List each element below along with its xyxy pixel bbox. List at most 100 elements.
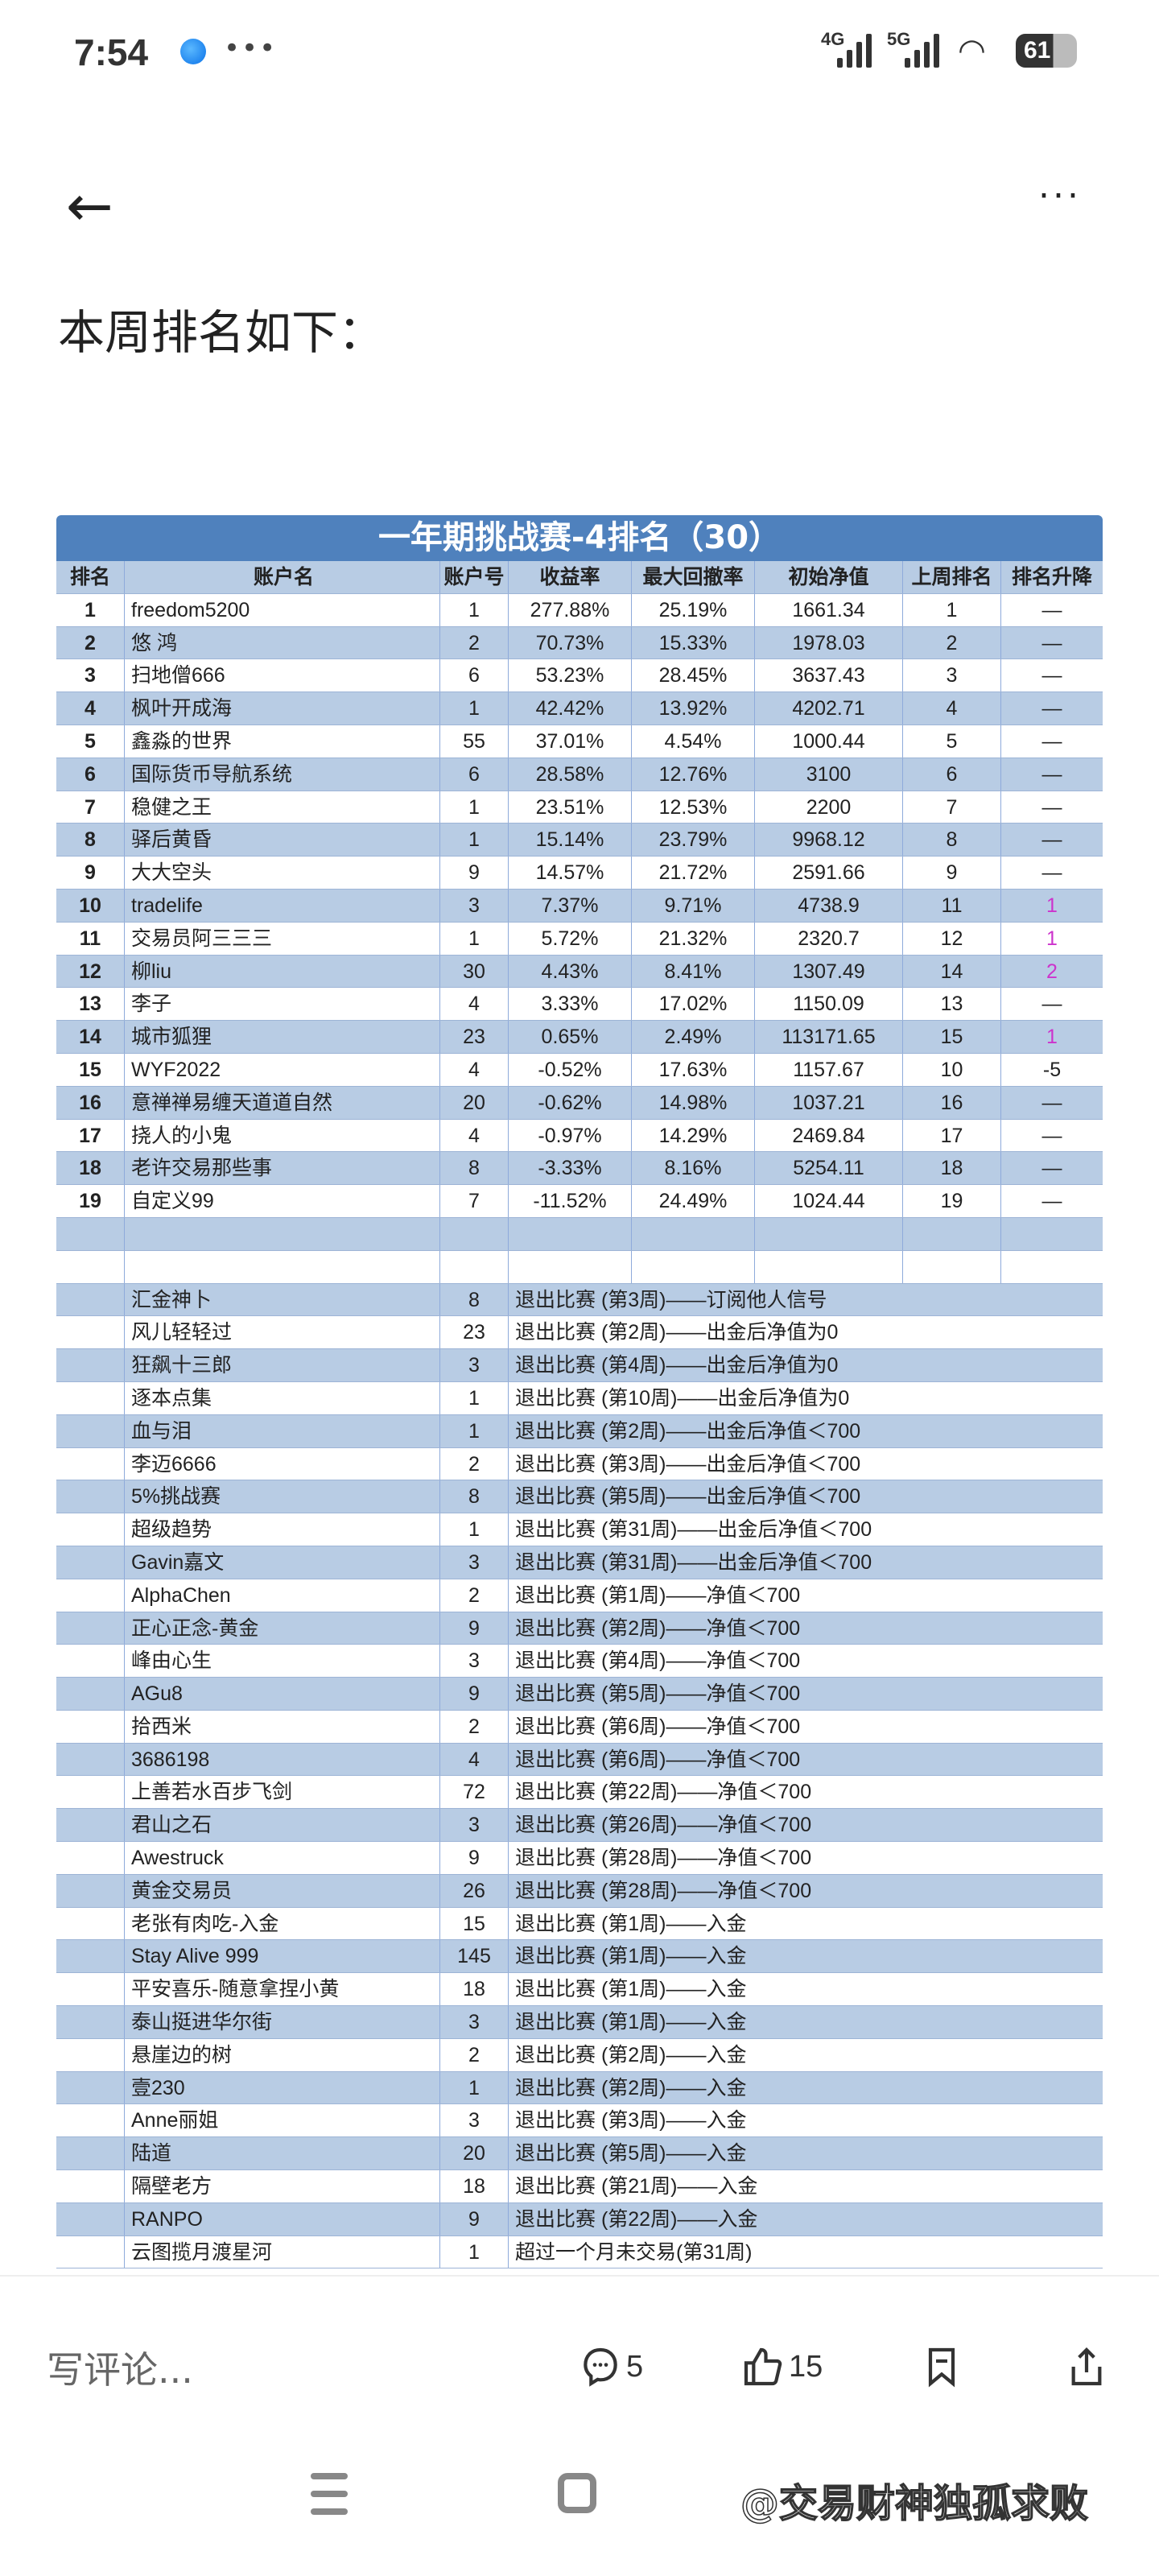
cell-max-drawdown: 28.45% — [632, 659, 755, 692]
cell-account-no: 4 — [440, 988, 509, 1021]
cell-max-drawdown: 12.53% — [632, 791, 755, 824]
cell-account-no: 18 — [440, 1973, 509, 2006]
cell-exit-reason: 退出比赛 (第26周)——净值＜700 — [515, 1814, 812, 1837]
exited-row: 汇金神卜 8 退出比赛 (第3周)——订阅他人信号 — [56, 1283, 1103, 1317]
cell-rank-change: — — [1041, 598, 1062, 621]
empty-cell — [56, 2137, 125, 2170]
exited-row: 血与泪 1 退出比赛 (第2周)——出金后净值＜700 — [56, 1414, 1103, 1448]
cell-rank-change: — — [1041, 1157, 1062, 1180]
table-row: 12 柳liu 30 4.43% 8.41% 1307.49 14 2 — [56, 955, 1103, 989]
recent-apps-icon[interactable] — [311, 2473, 348, 2526]
empty-row — [56, 1250, 1103, 1284]
cell-account-no: 18 — [440, 2170, 509, 2202]
post-heading: 本周排名如下： — [58, 305, 386, 360]
empty-cell — [56, 1414, 125, 1447]
clock: 7:54 — [74, 31, 149, 73]
home-icon[interactable] — [558, 2473, 596, 2513]
cell-exit-reason: 退出比赛 (第1周)——入金 — [515, 1912, 747, 1935]
empty-cell — [56, 2170, 125, 2202]
empty-cell — [56, 1447, 125, 1480]
cell-account-name: 老许交易那些事 — [125, 1152, 440, 1185]
empty-cell — [56, 1513, 125, 1546]
back-arrow-icon[interactable]: ← — [66, 173, 113, 239]
cell-account-name: 泰山挺进华尔街 — [125, 2006, 440, 2038]
cell-rank-change: 1 — [1046, 1026, 1058, 1049]
cell-exit-reason: 退出比赛 (第5周)——净值＜700 — [515, 1682, 801, 1706]
cell-rank-change: — — [1041, 795, 1062, 819]
cell-account-name: Gavin嘉文 — [125, 1546, 440, 1579]
share-button[interactable] — [1064, 2344, 1109, 2389]
cell-rank-change: 1 — [1046, 894, 1058, 917]
table-row: 19 自定义99 7 -11.52% 24.49% 1024.44 19— — [56, 1185, 1103, 1218]
cell-return-rate: 4.43% — [509, 955, 632, 988]
cell-rank-change: — — [1041, 1190, 1062, 1213]
cell-rank: 13 — [56, 988, 125, 1021]
exited-row: 峰由心生 3 退出比赛 (第4周)——净值＜700 — [56, 1645, 1103, 1678]
bookmark-button[interactable] — [919, 2344, 964, 2389]
cell-exit-reason: 退出比赛 (第21周)——入金 — [515, 2175, 758, 2198]
table-row: 17 挠人的小鬼 4 -0.97% 14.29% 2469.84 17— — [56, 1119, 1103, 1153]
cell-account-name: 血与泪 — [125, 1414, 440, 1447]
cell-return-rate: -0.97% — [509, 1119, 632, 1152]
empty-cell — [903, 1250, 1001, 1283]
system-nav-bar: @交易财神独孤求败 — [0, 2455, 1159, 2536]
cell-rank: 3 — [56, 659, 125, 692]
cell-last-week-rank: 6 — [903, 758, 1001, 791]
cell-return-rate: 70.73% — [509, 626, 632, 659]
cell-account-name: 正心正念-黄金 — [125, 1612, 440, 1645]
cell-account-no: 7 — [440, 1185, 509, 1217]
cell-account-no: 9 — [440, 1678, 509, 1710]
exited-row: 上善若水百步飞剑 72 退出比赛 (第22周)——净值＜700 — [56, 1776, 1103, 1810]
cell-last-week-rank: 2 — [903, 626, 1001, 659]
cell-account-no: 23 — [440, 1316, 509, 1349]
exited-row: 超级趋势 1 退出比赛 (第31周)——出金后净值＜700 — [56, 1513, 1103, 1546]
more-options-icon[interactable]: ··· — [1038, 175, 1082, 217]
cell-initial-nav: 5254.11 — [755, 1152, 903, 1185]
empty-cell — [56, 2235, 125, 2268]
cell-account-no: 2 — [440, 1579, 509, 1612]
exited-row: 悬崖边的树 2 退出比赛 (第2周)——入金 — [56, 2038, 1103, 2072]
cell-account-name: 自定义99 — [125, 1185, 440, 1217]
exited-row: 拾西米 2 退出比赛 (第6周)——净值＜700 — [56, 1710, 1103, 1744]
empty-cell — [56, 1579, 125, 1612]
table-row: 14 城市狐狸 23 0.65% 2.49% 113171.65 15 1 — [56, 1021, 1103, 1054]
cell-account-name: Anne丽姐 — [125, 2104, 440, 2137]
cell-exit-reason: 退出比赛 (第28周)——净值＜700 — [515, 1847, 812, 1870]
empty-cell — [56, 1940, 125, 1973]
like-button[interactable]: 15 — [740, 2344, 823, 2389]
exited-row: Awestruck 9 退出比赛 (第28周)——净值＜700 — [56, 1842, 1103, 1875]
write-comment-input[interactable]: 写评论... — [47, 2348, 193, 2392]
cell-exit-reason: 退出比赛 (第31周)——出金后净值＜700 — [515, 1518, 872, 1542]
cell-account-name: 上善若水百步飞剑 — [125, 1776, 440, 1809]
cell-account-name: 陆道 — [125, 2137, 440, 2170]
cell-account-no: 3 — [440, 2104, 509, 2137]
exited-row: 陆道 20 退出比赛 (第5周)——入金 — [56, 2137, 1103, 2171]
empty-cell — [56, 2071, 125, 2104]
cell-max-drawdown: 21.72% — [632, 857, 755, 889]
exited-row: 隔壁老方 18 退出比赛 (第21周)——入金 — [56, 2170, 1103, 2203]
cell-return-rate: 7.37% — [509, 889, 632, 922]
cell-account-no: 15 — [440, 1907, 509, 1940]
cell-return-rate: 0.65% — [509, 1021, 632, 1053]
cell-account-no: 9 — [440, 2202, 509, 2235]
exited-row: 狂飙十三郎 3 退出比赛 (第4周)——出金后净值为0 — [56, 1349, 1103, 1382]
empty-cell — [56, 1809, 125, 1842]
cell-rank: 11 — [56, 922, 125, 955]
cell-account-name: Stay Alive 999 — [125, 1940, 440, 1973]
cell-initial-nav: 1978.03 — [755, 626, 903, 659]
cell-rank: 5 — [56, 724, 125, 758]
empty-cell — [56, 1349, 125, 1381]
empty-cell — [440, 1217, 509, 1250]
comments-button[interactable]: 5 — [578, 2344, 643, 2389]
cell-account-name: 峰由心生 — [125, 1645, 440, 1678]
cell-max-drawdown: 2.49% — [632, 1021, 755, 1053]
cell-last-week-rank: 8 — [903, 824, 1001, 857]
empty-cell — [125, 1250, 440, 1283]
cell-account-no: 9 — [440, 1842, 509, 1874]
table-row: 4 枫叶开成海 1 42.42% 13.92% 4202.71 4— — [56, 692, 1103, 725]
cell-max-drawdown: 8.41% — [632, 955, 755, 988]
cell-exit-reason: 退出比赛 (第5周)——出金后净值＜700 — [515, 1485, 861, 1509]
cell-exit-reason: 超过一个月未交易(第31周) — [515, 2240, 753, 2264]
cell-initial-nav: 4202.71 — [755, 692, 903, 724]
cell-rank: 4 — [56, 692, 125, 724]
